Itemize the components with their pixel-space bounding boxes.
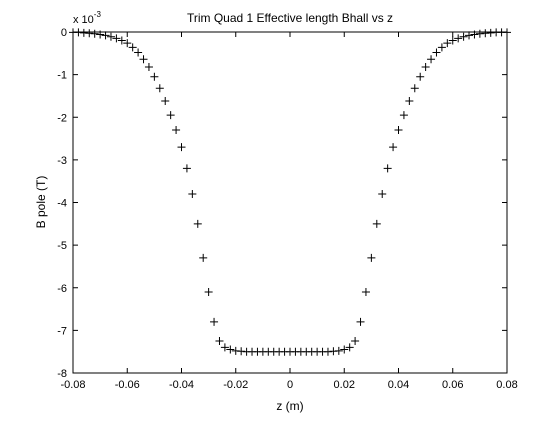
x-tick-label: -0.08 xyxy=(60,379,85,391)
plot-area xyxy=(73,32,507,373)
data-point-marker xyxy=(182,164,191,173)
data-point-marker xyxy=(405,97,414,106)
chart-title: Trim Quad 1 Effective length Bhall vs z xyxy=(187,11,393,25)
data-point-marker xyxy=(334,346,343,355)
data-point-marker xyxy=(144,62,153,71)
x-tick-label: 0.02 xyxy=(334,379,355,391)
data-point-marker xyxy=(459,32,468,41)
y-tick-label: -6 xyxy=(57,283,67,295)
y-tick-label: -8 xyxy=(57,368,67,380)
data-point-marker xyxy=(117,36,126,45)
data-point-marker xyxy=(399,111,408,120)
data-point-marker xyxy=(226,345,235,354)
y-tick-label: -4 xyxy=(57,198,67,210)
data-point-marker xyxy=(90,29,99,38)
y-exponent-label: x 10-3 xyxy=(73,10,101,26)
data-point-marker xyxy=(378,189,387,198)
data-point-marker xyxy=(123,39,132,48)
data-point-marker xyxy=(383,164,392,173)
data-point-marker xyxy=(432,48,441,57)
data-point-marker xyxy=(437,43,446,52)
data-point-marker xyxy=(177,143,186,152)
y-tick-label: -3 xyxy=(57,155,67,167)
data-point-marker xyxy=(112,34,121,43)
data-point-marker xyxy=(443,39,452,48)
data-point-marker xyxy=(372,219,381,228)
data-point-marker xyxy=(106,32,115,41)
data-point-marker xyxy=(448,36,457,45)
data-point-marker xyxy=(427,55,436,64)
data-point-marker xyxy=(193,219,202,228)
x-tick-label: -0.02 xyxy=(223,379,248,391)
x-tick-label: 0.04 xyxy=(388,379,409,391)
data-point-marker xyxy=(134,48,143,57)
y-exponent-power: -3 xyxy=(94,10,102,19)
y-tick-label: -5 xyxy=(57,240,67,252)
data-point-marker xyxy=(128,43,137,52)
data-point-marker xyxy=(410,84,419,93)
data-point-marker xyxy=(356,317,365,326)
x-tick-label: 0.06 xyxy=(442,379,463,391)
data-point-marker xyxy=(367,253,376,262)
data-point-marker xyxy=(150,72,159,81)
x-tick-label: -0.04 xyxy=(169,379,194,391)
data-point-marker xyxy=(361,288,370,297)
y-tick-label: -1 xyxy=(57,70,67,82)
x-axis-label: z (m) xyxy=(276,399,303,413)
y-tick-label: 0 xyxy=(61,27,67,39)
y-axis-label: B pole (T) xyxy=(34,176,48,229)
y-exponent-base: x 10 xyxy=(73,14,94,26)
data-point-marker xyxy=(188,189,197,198)
data-point-marker xyxy=(220,343,229,352)
data-point-marker xyxy=(345,343,354,352)
data-point-marker xyxy=(394,126,403,135)
data-point-marker xyxy=(210,317,219,326)
data-point-marker xyxy=(215,337,224,346)
data-point-marker xyxy=(172,126,181,135)
data-point-marker xyxy=(199,253,208,262)
data-point-marker xyxy=(340,345,349,354)
data-point-marker xyxy=(139,55,148,64)
plot-frame xyxy=(72,31,508,374)
data-point-marker xyxy=(389,143,398,152)
data-point-marker xyxy=(155,84,164,93)
data-point-marker xyxy=(416,72,425,81)
axis-ticks: -0.08 -0.06 -0.04 -0.02 0 0.02 0.04 0.06 0.08 0 -1… xyxy=(57,27,517,391)
data-point-marker xyxy=(421,62,430,71)
x-tick-label: -0.06 xyxy=(115,379,140,391)
data-point-marker xyxy=(204,288,213,297)
y-tick-label: -2 xyxy=(57,112,67,124)
x-tick-label: 0.08 xyxy=(496,379,517,391)
data-point-marker xyxy=(166,111,175,120)
y-tick-label: -7 xyxy=(57,325,67,337)
x-tick-label: 0 xyxy=(287,379,293,391)
data-point-marker xyxy=(465,31,474,40)
data-point-marker xyxy=(101,31,110,40)
data-point-marker xyxy=(161,97,170,106)
data-markers xyxy=(69,28,511,356)
data-point-marker xyxy=(454,34,463,43)
data-point-marker xyxy=(351,337,360,346)
